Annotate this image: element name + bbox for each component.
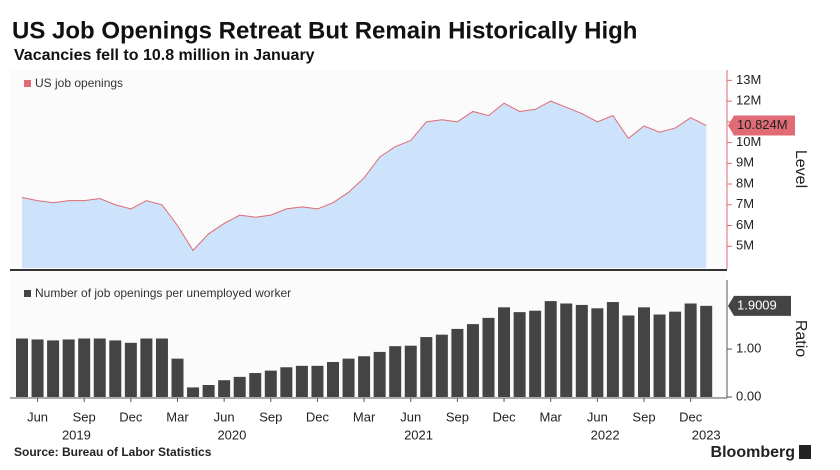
x-tick-label: Sep [446, 409, 469, 424]
bar [342, 358, 355, 397]
bar [389, 346, 402, 397]
bar [140, 338, 153, 397]
y-tick-label: 10M [736, 134, 761, 149]
bar [264, 370, 277, 397]
brand: Bloomberg [711, 444, 795, 461]
bar [482, 317, 495, 397]
bar [591, 308, 604, 397]
last-value-label: 10.824M [737, 117, 788, 132]
x-tick-label: Sep [73, 409, 96, 424]
x-year-label: 2022 [591, 427, 620, 442]
x-tick-label: Dec [492, 409, 516, 424]
x-tick-label: Jun [587, 409, 608, 424]
x-tick-label: Dec [679, 409, 703, 424]
bar [498, 307, 511, 397]
legend-label: US job openings [35, 76, 123, 90]
x-tick-label: Mar [353, 409, 376, 424]
bar [529, 310, 542, 397]
x-tick-label: Mar [540, 409, 563, 424]
bar [404, 345, 417, 397]
bar [420, 337, 433, 397]
y-tick-label: 9M [736, 155, 754, 170]
legend-swatch [24, 290, 31, 297]
bar [78, 338, 91, 397]
bar [311, 365, 324, 397]
last-value-tag [728, 295, 791, 316]
brand-icon [799, 445, 811, 459]
bar [187, 387, 200, 397]
bar [295, 365, 308, 397]
legend-label: Number of job openings per unemployed wo… [35, 286, 291, 300]
line [21, 100, 707, 252]
bar [218, 380, 231, 397]
x-tick-label: Sep [632, 409, 655, 424]
bar [466, 324, 479, 397]
bar [47, 340, 60, 397]
bar [155, 338, 168, 397]
bar [31, 339, 44, 397]
bar [575, 304, 588, 397]
y-tick-label: 6M [736, 217, 754, 232]
bar [684, 303, 697, 397]
bar [513, 312, 526, 397]
bar [606, 302, 619, 397]
bar [93, 338, 106, 397]
y-tick-label: 1.00 [736, 340, 761, 355]
y-tick-label: 0.00 [736, 388, 761, 403]
bar [700, 305, 713, 397]
bar [451, 328, 464, 397]
source-note: Source: Bureau of Labor Statistics [14, 445, 212, 459]
last-value-label: 1.9009 [737, 297, 777, 312]
bar [373, 351, 386, 397]
area [22, 101, 707, 268]
x-year-label: 2019 [62, 427, 91, 442]
bar [109, 340, 122, 397]
x-tick-label: Dec [119, 409, 143, 424]
x-year-label: 2023 [692, 427, 721, 442]
y-axis-title: Ratio [792, 320, 809, 357]
bar [653, 314, 666, 397]
legend-swatch [24, 80, 31, 87]
y-tick-label: 8M [736, 175, 754, 190]
bar [327, 361, 339, 397]
bar [669, 311, 682, 397]
y-tick-label: 7M [736, 196, 754, 211]
bar [622, 315, 635, 397]
bar [638, 307, 650, 397]
x-year-label: 2020 [217, 427, 246, 442]
x-tick-label: Jun [214, 409, 235, 424]
last-value-tag [728, 115, 795, 136]
x-tick-label: Sep [259, 409, 282, 424]
bar [358, 356, 371, 397]
bar [124, 342, 137, 397]
x-tick-label: Jun [400, 409, 421, 424]
chart-title: US Job Openings Retreat But Remain Histo… [12, 17, 637, 44]
x-year-label: 2021 [404, 427, 433, 442]
bar [280, 367, 293, 397]
bar [560, 303, 573, 397]
bar [544, 301, 557, 397]
bar [171, 358, 184, 397]
y-tick-label: 5M [736, 238, 754, 253]
y-tick-label: 12M [736, 93, 761, 108]
x-tick-label: Jun [27, 409, 48, 424]
y-tick-label: 13M [736, 72, 761, 87]
bar [249, 373, 262, 397]
bar [233, 376, 246, 397]
chart-subtitle: Vacancies fell to 10.8 million in Januar… [14, 47, 315, 64]
y-axis-title: Level [792, 150, 809, 188]
bar [62, 339, 75, 397]
bar [435, 334, 448, 397]
x-tick-label: Dec [306, 409, 330, 424]
x-tick-label: Mar [166, 409, 189, 424]
bar [202, 385, 215, 397]
bar [16, 338, 28, 397]
